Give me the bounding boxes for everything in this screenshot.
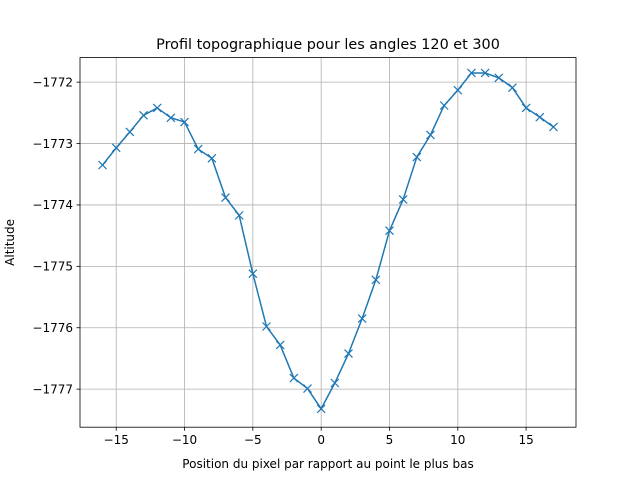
x-tick-label: 10 xyxy=(450,433,465,447)
data-point-marker xyxy=(371,275,381,285)
data-point-marker xyxy=(193,144,203,154)
data-point-marker xyxy=(207,153,217,163)
data-point-marker xyxy=(234,210,244,220)
x-tick-label: 0 xyxy=(317,433,325,447)
y-tick-label: −1776 xyxy=(32,321,73,335)
x-tick-label: 5 xyxy=(386,433,394,447)
data-point-marker xyxy=(385,226,394,236)
y-axis: −1772 −1773 −1774 −1775 −1776 −1777 xyxy=(32,75,80,396)
y-tick-label: −1775 xyxy=(32,260,73,274)
data-point-marker xyxy=(125,127,135,137)
y-tick-label: −1777 xyxy=(32,382,73,396)
data-point-marker xyxy=(521,103,531,113)
data-point-marker xyxy=(439,101,449,110)
data-series xyxy=(98,68,558,414)
data-point-marker xyxy=(330,378,340,388)
y-tick-label: −1772 xyxy=(32,75,73,89)
data-point-marker xyxy=(357,314,367,323)
data-point-marker xyxy=(111,143,121,153)
x-tick-label: −15 xyxy=(104,433,129,447)
data-point-marker xyxy=(262,322,271,331)
data-point-marker xyxy=(166,113,176,123)
x-tick-label: 15 xyxy=(518,433,533,447)
x-tick-label: −10 xyxy=(172,433,197,447)
data-point-marker xyxy=(316,404,326,414)
data-point-marker xyxy=(398,194,408,204)
data-point-marker xyxy=(467,68,476,78)
series-line xyxy=(101,72,554,410)
grid-lines xyxy=(80,57,576,428)
data-point-marker xyxy=(289,373,299,383)
data-point-marker xyxy=(412,152,422,162)
y-tick-label: −1773 xyxy=(32,137,73,151)
data-point-marker xyxy=(98,160,107,170)
data-point-marker xyxy=(344,349,353,358)
data-point-marker xyxy=(494,73,504,83)
data-point-marker xyxy=(180,117,189,127)
chart-title: Profil topographique pour les angles 120… xyxy=(156,37,500,53)
data-point-marker xyxy=(426,130,435,140)
data-point-marker xyxy=(152,103,162,113)
x-axis: −15 −10 −5 0 5 10 15 xyxy=(104,427,534,447)
data-point-marker xyxy=(275,340,285,350)
data-point-marker xyxy=(221,193,230,203)
data-point-marker xyxy=(453,85,463,95)
data-point-marker xyxy=(480,68,490,78)
data-point-marker xyxy=(549,122,558,132)
data-point-marker xyxy=(535,112,545,122)
x-axis-label: Position du pixel par rapport au point l… xyxy=(182,457,473,471)
plot-frame xyxy=(79,57,577,428)
x-tick-label: −5 xyxy=(244,433,262,447)
data-point-marker xyxy=(248,269,258,279)
data-point-marker xyxy=(303,384,312,393)
data-point-marker xyxy=(508,83,517,93)
y-tick-label: −1774 xyxy=(32,198,73,212)
y-axis-label: Altitude xyxy=(3,219,17,266)
data-point-marker xyxy=(139,110,148,120)
